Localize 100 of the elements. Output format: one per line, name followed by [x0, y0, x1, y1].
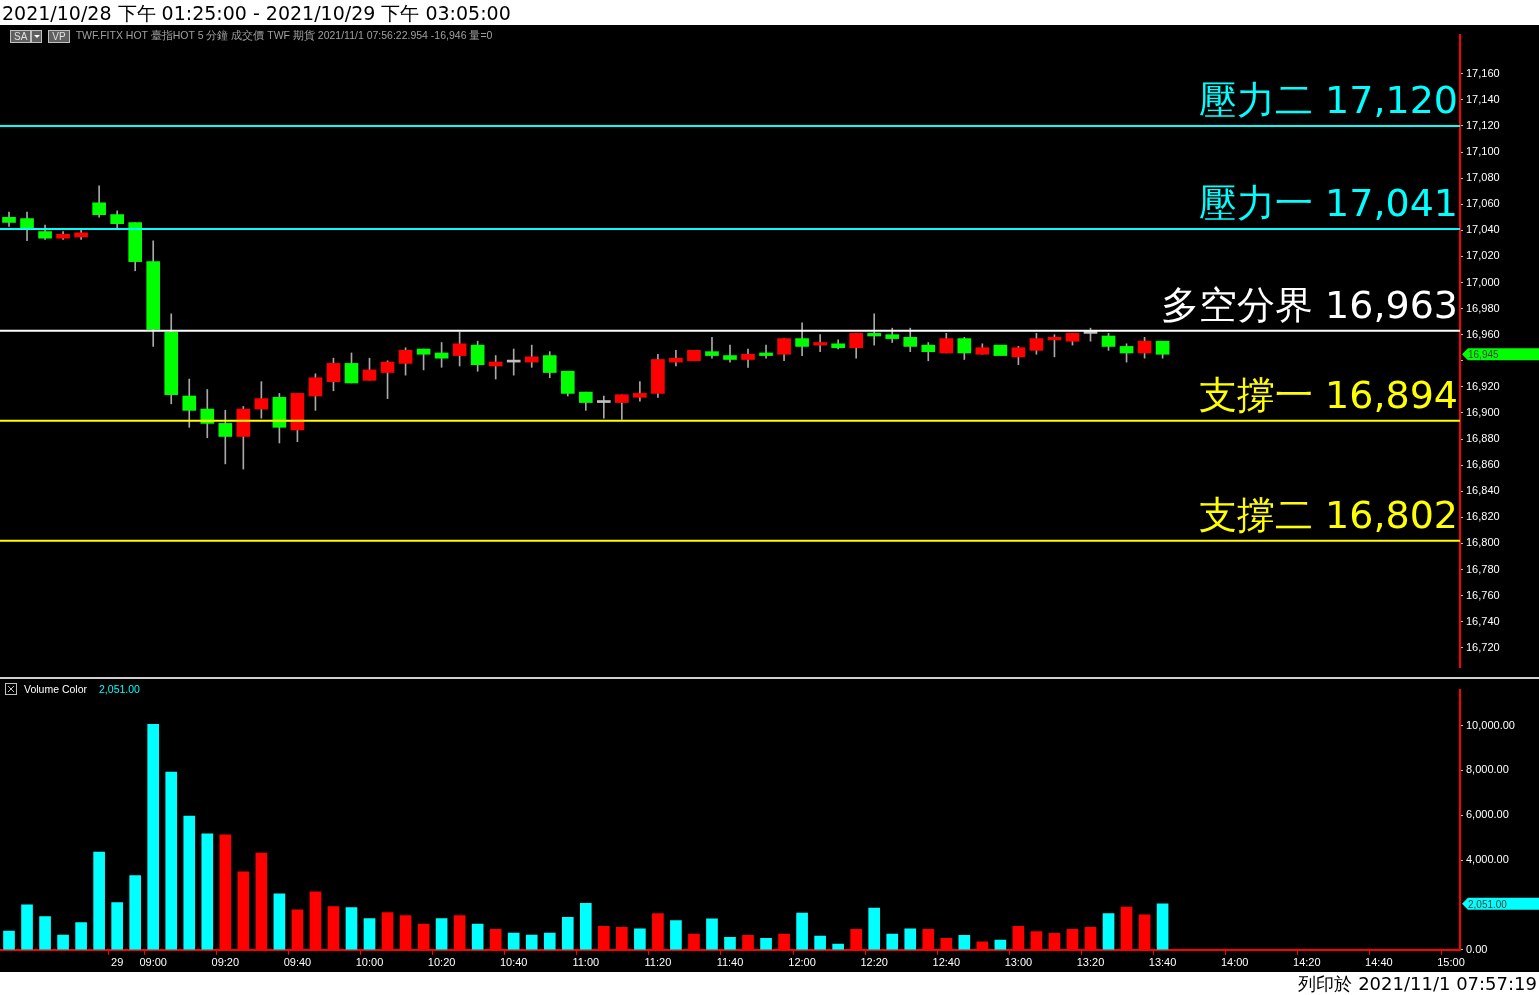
x-tick-label: 15:00 — [1437, 956, 1465, 969]
x-tick-label: 09:40 — [283, 956, 312, 969]
y-tick-label: 16,780 — [1466, 562, 1500, 575]
bar — [75, 922, 87, 950]
bar — [579, 903, 592, 950]
text: 16,945 — [1468, 349, 1500, 361]
y-tick-label: 10,000.00 — [1466, 718, 1515, 731]
x-tick-label: 11:00 — [572, 956, 600, 969]
candlestick — [993, 344, 1008, 356]
text: 列印於 2021/11/1 07:57:19 — [1298, 972, 1537, 995]
y-tick-label: 16,860 — [1466, 458, 1500, 471]
y-tick-label: 17,060 — [1466, 197, 1500, 210]
bar — [634, 928, 646, 950]
candlestick — [759, 344, 773, 359]
bar — [958, 934, 971, 950]
y-tick-label: 16,900 — [1466, 406, 1500, 419]
bar — [507, 932, 520, 950]
y-tick-label: 17,040 — [1466, 223, 1500, 236]
y-tick-label: 16,960 — [1466, 327, 1500, 340]
y-tick-label: 17,120 — [1466, 118, 1500, 131]
x-tick-label: 12:20 — [860, 956, 888, 969]
bar — [471, 923, 484, 950]
x-tick-label: 09:20 — [211, 956, 240, 969]
x-tick-label: 12:00 — [788, 956, 816, 969]
bar — [543, 932, 556, 950]
bar — [111, 902, 123, 950]
bar — [868, 907, 881, 950]
bar — [165, 771, 178, 950]
y-tick-label: 0.00 — [1466, 942, 1488, 955]
bar — [724, 936, 736, 950]
bar — [1102, 913, 1115, 950]
x-tick-label: 09:00 — [139, 956, 167, 969]
y-tick-label: 16,920 — [1466, 379, 1500, 392]
bar — [435, 918, 448, 950]
candlestick — [867, 313, 882, 346]
bar — [814, 935, 826, 950]
chart-subtitle: TWF.FITX HOT 臺指HOT 5 分鐘 成交價 TWF 期貨 2021/11/1 07:56:22.954 -16,946 量=0 — [75, 29, 493, 43]
bar — [93, 851, 105, 950]
y-tick-label: 4,000.00 — [1466, 853, 1509, 866]
ref-line-label: 支撐二 16,802 — [1198, 492, 1458, 537]
candlestick — [633, 381, 647, 402]
x-tick-label: 13:40 — [1148, 956, 1177, 969]
bar — [904, 928, 917, 950]
bar — [147, 724, 160, 950]
annotation: SA — [10, 29, 32, 43]
bar — [886, 933, 899, 950]
bar — [345, 907, 358, 950]
x-tick-label: 10:00 — [355, 956, 384, 969]
candlestick — [597, 395, 611, 419]
candlestick — [488, 355, 503, 380]
annotation: VP — [48, 29, 70, 43]
bar — [363, 918, 376, 950]
y-tick-label: 16,760 — [1466, 588, 1500, 601]
y-tick-label: 16,840 — [1466, 484, 1500, 497]
ref-line-label: 支撐一 16,894 — [1198, 372, 1458, 417]
y-tick-label: 16,880 — [1466, 432, 1500, 445]
x-tick-label: 10:40 — [499, 956, 528, 969]
candlestick — [687, 350, 701, 362]
bar — [129, 875, 142, 950]
y-tick-label: 8,000.00 — [1466, 763, 1509, 776]
y-tick-label: 17,100 — [1466, 145, 1500, 158]
candlestick — [705, 336, 719, 359]
y-tick-label: 16,980 — [1466, 301, 1500, 314]
y-tick-label: 16,820 — [1466, 510, 1500, 523]
y-tick-label: 17,020 — [1466, 249, 1500, 262]
ref-line-label: 壓力二 17,120 — [1198, 77, 1458, 122]
x-tick-label: 13:20 — [1076, 956, 1105, 969]
bar — [39, 916, 51, 950]
chart-title: 2021/10/28 下午 01:25:00 - 2021/10/29 下午 03:05:00 — [2, 1, 511, 26]
y-tick-label: 17,140 — [1466, 92, 1500, 105]
y-tick-label: 17,000 — [1466, 275, 1500, 288]
y-tick-label: 16,800 — [1466, 536, 1500, 549]
bar — [183, 815, 196, 950]
ref-line-label: 壓力一 17,041 — [1198, 180, 1458, 225]
bar — [273, 893, 286, 950]
x-tick-label: 10:20 — [427, 956, 456, 969]
bar — [3, 930, 15, 950]
bar — [670, 920, 682, 950]
y-tick-label: 17,160 — [1466, 66, 1500, 79]
x-tick-label: 12:40 — [932, 956, 961, 969]
text: 2,051.00 — [1468, 898, 1508, 910]
chart-title: Volume Color — [24, 683, 88, 695]
y-tick-label: 16,720 — [1466, 640, 1500, 653]
bar — [21, 904, 33, 950]
bar — [525, 934, 538, 950]
chart-subtitle: 2,051.00 — [99, 683, 140, 695]
x-tick-label: 14:40 — [1365, 956, 1393, 969]
bar — [760, 938, 772, 950]
y-tick-label: 16,740 — [1466, 614, 1500, 627]
y-tick-label: 6,000.00 — [1466, 808, 1509, 821]
bar — [796, 912, 808, 950]
bar — [706, 918, 718, 950]
y-tick-label: 17,080 — [1466, 171, 1500, 184]
x-tick-label: 13:00 — [1004, 956, 1033, 969]
ref-line-label: 多空分界 16,963 — [1160, 282, 1458, 327]
x-tick-label: 29 — [111, 956, 124, 969]
bar — [57, 934, 69, 950]
x-tick-label: 11:20 — [644, 956, 672, 969]
bar — [1156, 903, 1169, 950]
candlestick — [813, 334, 827, 352]
